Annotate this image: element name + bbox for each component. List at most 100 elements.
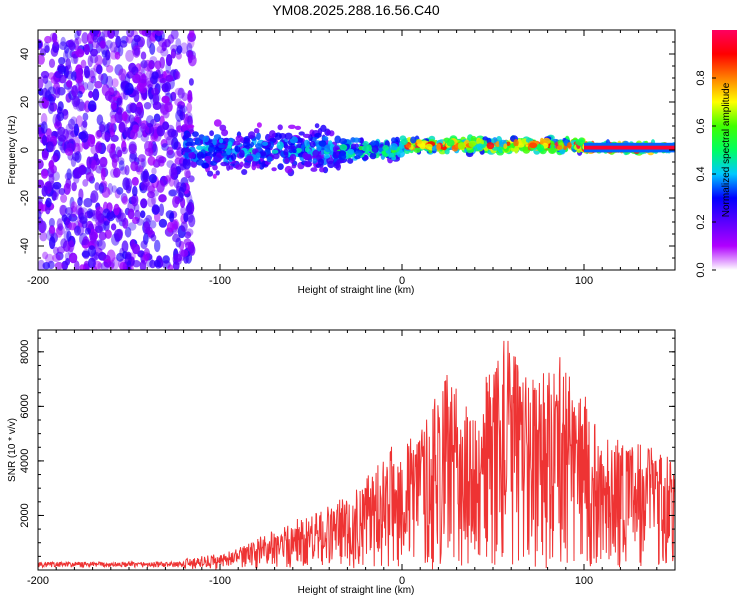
spectrogram-cell: [245, 155, 254, 162]
spectrogram-cell: [98, 182, 105, 194]
spectrogram-cell: [82, 236, 90, 246]
spectrogram-cell: [99, 156, 108, 168]
spectrogram-cell: [58, 57, 66, 65]
spectrogram-cell: [338, 152, 347, 161]
y-tick-label: 2000: [19, 503, 31, 527]
spectrogram-cell: [132, 243, 140, 255]
spectrogram-cell: [154, 239, 161, 253]
spectrogram-cell: [187, 36, 195, 49]
spectrogram-cell: [202, 135, 210, 143]
spectrogram-cell: [144, 122, 153, 134]
spectrogram-cell: [66, 80, 73, 88]
spectrogram-cell: [156, 180, 165, 193]
spectrogram-cell: [133, 34, 141, 43]
spectrogram-cell: [133, 47, 140, 57]
spectrogram-cell: [158, 203, 165, 217]
spectrogram-cell: [106, 65, 114, 73]
spectrogram-cell: [141, 91, 147, 101]
spectrogram-cell: [48, 159, 54, 171]
spectrogram-cell: [185, 228, 194, 237]
spectrogram-cell: [168, 176, 175, 187]
spectrogram-cell: [104, 123, 111, 135]
spectrogram-cell: [277, 163, 284, 171]
spectrogram-cell: [219, 138, 224, 144]
spectrogram-cell: [168, 189, 178, 197]
spectrogram-cell: [234, 145, 239, 152]
spectrogram-cell: [387, 152, 395, 158]
spectrogram-cell: [294, 125, 302, 130]
spectrogram-cell: [42, 262, 51, 270]
spectrogram-cell: [170, 30, 179, 40]
spectrogram-cell: [59, 204, 67, 216]
spectrogram-cell: [226, 148, 231, 156]
spectrogram-cell: [67, 39, 76, 50]
spectrogram-cell: [159, 77, 167, 89]
spectrogram-cell: [243, 137, 250, 143]
spectrogram-cell: [77, 83, 85, 91]
spectrogram-cell: [148, 173, 157, 184]
x-tick-label: 100: [575, 275, 593, 287]
spectrogram-cell: [371, 145, 379, 153]
spectrogram-cell: [78, 165, 87, 176]
spectrogram-cell: [90, 159, 98, 172]
x-tick-label: 0: [399, 275, 405, 287]
spectrogram-cell: [132, 185, 138, 197]
spectrogram-cell: [256, 132, 261, 141]
spectrogram-cell: [346, 148, 355, 155]
y-tick-label: 4000: [19, 449, 31, 473]
spectrogram-cell: [71, 85, 78, 98]
spectrogram-cell: [187, 124, 195, 129]
spectrogram-cell: [45, 197, 52, 208]
spectrogram-cell: [271, 167, 277, 172]
spectrogram-cell: [94, 182, 100, 191]
spectrogram-cell: [58, 188, 66, 195]
spectrogram-cell: [90, 231, 97, 244]
spectrogram-cell: [167, 264, 174, 270]
spectrogram-cell: [59, 204, 68, 217]
spectrogram-cell: [513, 139, 519, 147]
spectrogram-cell: [166, 160, 174, 169]
spectrogram-cell: [60, 238, 68, 249]
spectrogram-cell: [413, 147, 421, 153]
spectrogram-cell: [65, 130, 75, 143]
spectrogram-cell: [291, 164, 297, 169]
spectrogram-cell: [75, 48, 85, 58]
x-tick-label: -200: [27, 575, 49, 587]
spectrogram-cell: [186, 201, 195, 215]
spectrogram-cell: [75, 37, 82, 45]
spectrogram-cell: [88, 90, 94, 99]
spectrogram-cell: [468, 141, 476, 148]
spectrogram-cell: [57, 101, 64, 112]
spectrogram-cell: [221, 129, 229, 137]
spectrogram-cell: [44, 35, 52, 44]
spectrogram-cell: [256, 163, 261, 169]
spectrogram-cell: [256, 122, 262, 128]
spectrogram-cell: [74, 30, 80, 41]
spectrogram-cell: [130, 161, 139, 172]
spectrogram-band-peak: [584, 145, 675, 150]
spectrogram-cell: [132, 216, 140, 225]
spectrogram-cell: [71, 152, 80, 161]
spectrogram-cell: [100, 167, 106, 181]
spectrogram-cell: [113, 167, 121, 178]
spectrogram-cell: [250, 141, 255, 148]
spectrogram-cell: [118, 121, 126, 133]
colorbar-tick-label: 0.2: [695, 214, 707, 229]
spectrogram-cell: [149, 220, 157, 229]
spectrogram-cell: [165, 135, 174, 146]
spectrogram-cell: [132, 124, 140, 133]
spectrogram-cell: [174, 157, 182, 165]
spectrogram-cell: [52, 41, 60, 53]
spectrogram-cell: [194, 137, 200, 145]
spectrogram-cell: [145, 30, 152, 38]
spectrogram-cell: [52, 191, 59, 201]
spectrogram-cell: [196, 151, 205, 160]
spectrogram-cell: [192, 131, 199, 138]
spectrogram-cell: [90, 190, 99, 203]
spectrogram-cell: [184, 231, 192, 239]
spectrogram-cell: [82, 120, 88, 128]
spectrogram-cell: [416, 139, 423, 145]
spectrogram-cell: [182, 158, 188, 165]
spectrogram-cell: [94, 54, 103, 66]
spectrogram-cell: [49, 225, 56, 234]
